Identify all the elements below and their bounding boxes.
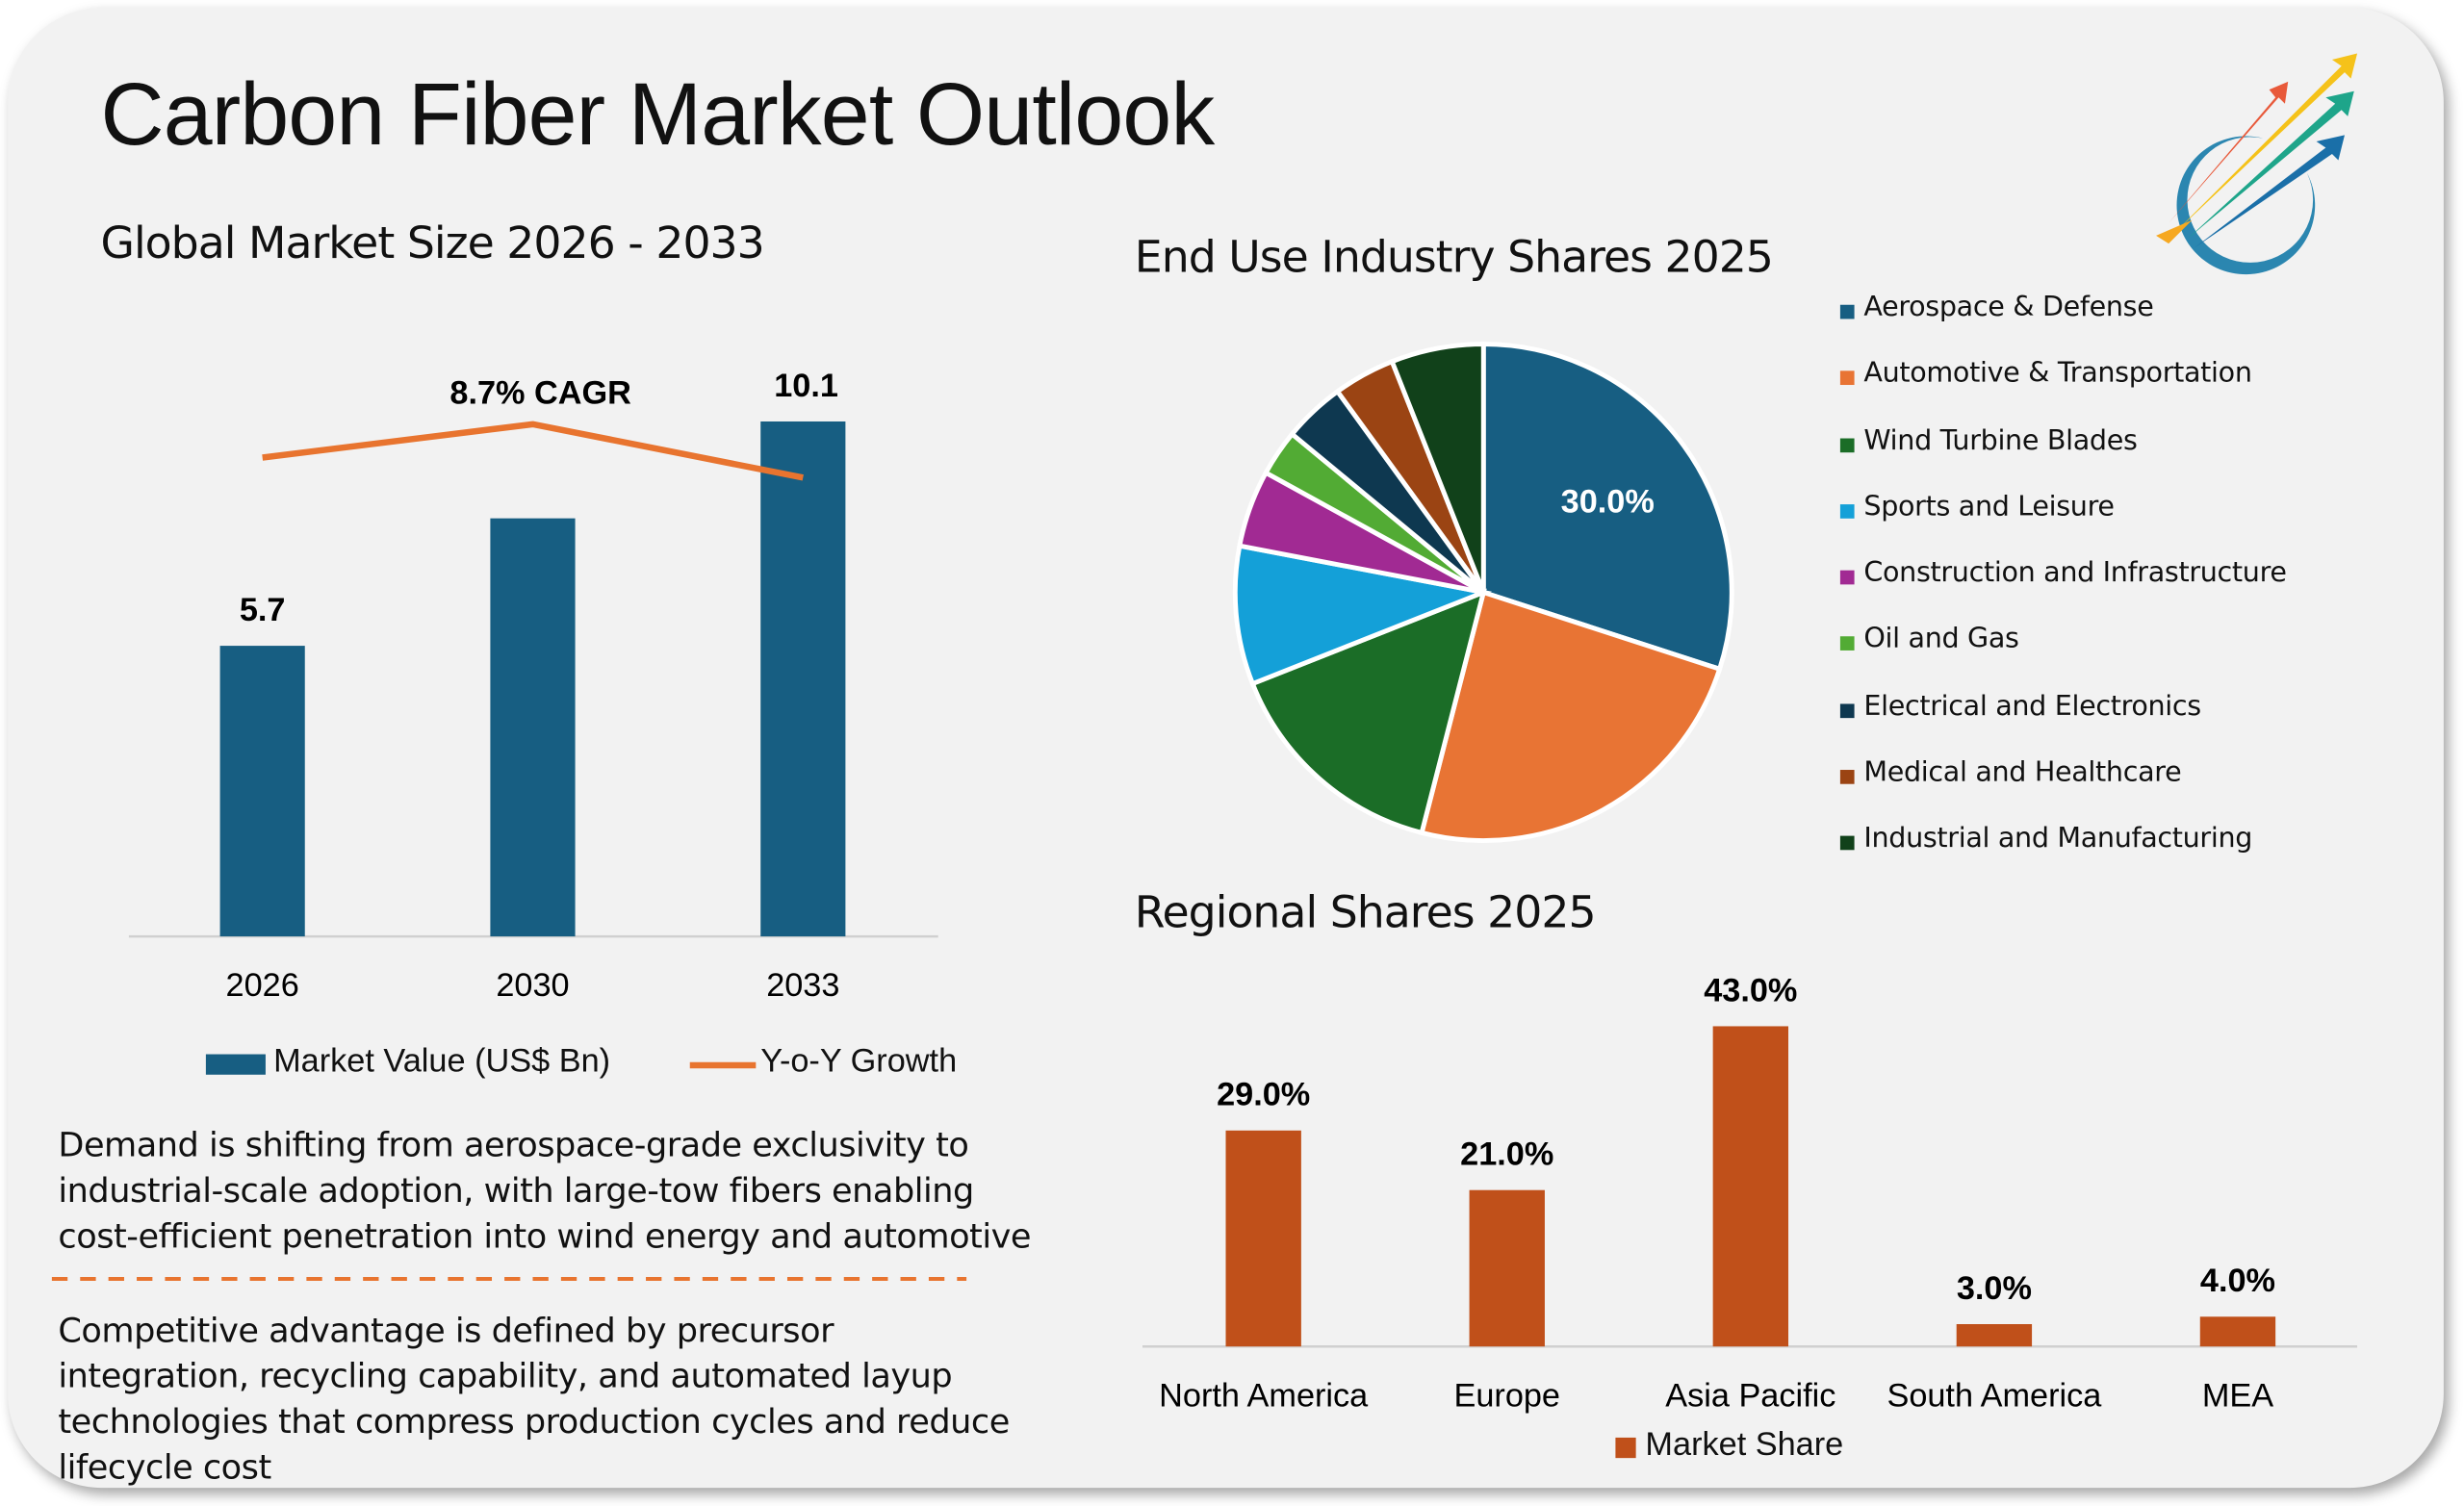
legend-market-share: Market Share <box>1645 1426 1844 1464</box>
bar-2030 <box>490 518 576 937</box>
bar-MEA <box>2199 1316 2276 1347</box>
insight-1: Demand is shifting from aerospace-grade … <box>58 1126 1032 1258</box>
pie-slice-0 <box>1480 342 1734 673</box>
pie-slice-1 <box>1419 589 1723 843</box>
bar-Asia Pacific <box>1712 1026 1789 1347</box>
legend-swatch <box>1839 636 1855 651</box>
legend-swatch <box>1839 702 1855 718</box>
legend-swatch <box>1839 370 1855 386</box>
market-size-title: Global Market Size 2026 - 2033 <box>100 217 764 269</box>
legend-item: Medical and Healthcare <box>1863 756 2182 789</box>
legend-swatch-market-share <box>1615 1437 1636 1459</box>
bar-2026 <box>219 646 305 937</box>
insight-2: Competitive advantage is defined by prec… <box>58 1312 1010 1489</box>
pie-slice-8 <box>1389 342 1486 594</box>
legend-item: Industrial and Manufacturing <box>1863 823 2253 855</box>
legend-market-value: Market Value (US$ Bn) <box>273 1043 611 1080</box>
data-label: 43.0% <box>1704 972 1797 1008</box>
data-label: 5.7 <box>240 592 286 628</box>
x-tick-label: Asia Pacific <box>1665 1377 1835 1414</box>
page-title: Carbon Fiber Market Outlook <box>100 64 1215 164</box>
x-tick-label: South America <box>1886 1377 2102 1414</box>
x-tick-label: 2033 <box>766 967 839 1004</box>
legend-swatch <box>1839 769 1855 784</box>
pie-data-label: 30.0% <box>1561 483 1655 520</box>
yoy-growth-line <box>262 421 804 481</box>
pie-slice-3 <box>1232 543 1493 687</box>
legend-item: Oil and Gas <box>1863 624 2019 656</box>
x-tick-label: North America <box>1159 1377 1369 1414</box>
data-label: 21.0% <box>1460 1136 1553 1173</box>
legend-item: Aerospace & Defense <box>1863 292 2154 324</box>
legend-swatch <box>1839 437 1855 452</box>
x-tick-label: 2026 <box>226 967 299 1004</box>
legend-item: Automotive & Transportation <box>1863 358 2252 391</box>
legend-swatch <box>1839 304 1855 319</box>
data-label: 29.0% <box>1217 1077 1310 1113</box>
data-label: 10.1 <box>774 368 838 404</box>
bar-South America <box>1956 1324 2033 1347</box>
card-background <box>8 8 2444 1489</box>
x-tick-label: Europe <box>1454 1377 1561 1414</box>
legend-item: Construction and Infrastructure <box>1863 557 2287 590</box>
legend-swatch <box>1839 570 1855 585</box>
bar-North America <box>1225 1130 1301 1347</box>
legend-item: Sports and Leisure <box>1863 491 2115 523</box>
legend-swatch <box>1839 503 1855 519</box>
pie-title: End Use Industry Shares 2025 <box>1134 231 1774 283</box>
x-tick-label: 2030 <box>496 967 569 1004</box>
regional-title: Regional Shares 2025 <box>1134 885 1597 938</box>
legend-swatch <box>1839 835 1855 851</box>
cagr-annotation: 8.7% CAGR <box>449 375 631 412</box>
legend-yoy-growth: Y-o-Y Growth <box>760 1043 958 1080</box>
bar-Europe <box>1469 1189 1545 1347</box>
x-tick-label: MEA <box>2202 1377 2273 1414</box>
data-label: 4.0% <box>2200 1263 2275 1299</box>
legend-swatch-market-value <box>205 1054 266 1075</box>
bar-2033 <box>760 421 846 937</box>
pie-slice-2 <box>1249 588 1487 836</box>
rising-arrows-logo-icon <box>2156 53 2358 275</box>
data-label: 3.0% <box>1957 1270 2032 1307</box>
legend-item: Wind Turbine Blades <box>1863 424 2138 457</box>
legend-item: Electrical and Electronics <box>1863 690 2201 723</box>
